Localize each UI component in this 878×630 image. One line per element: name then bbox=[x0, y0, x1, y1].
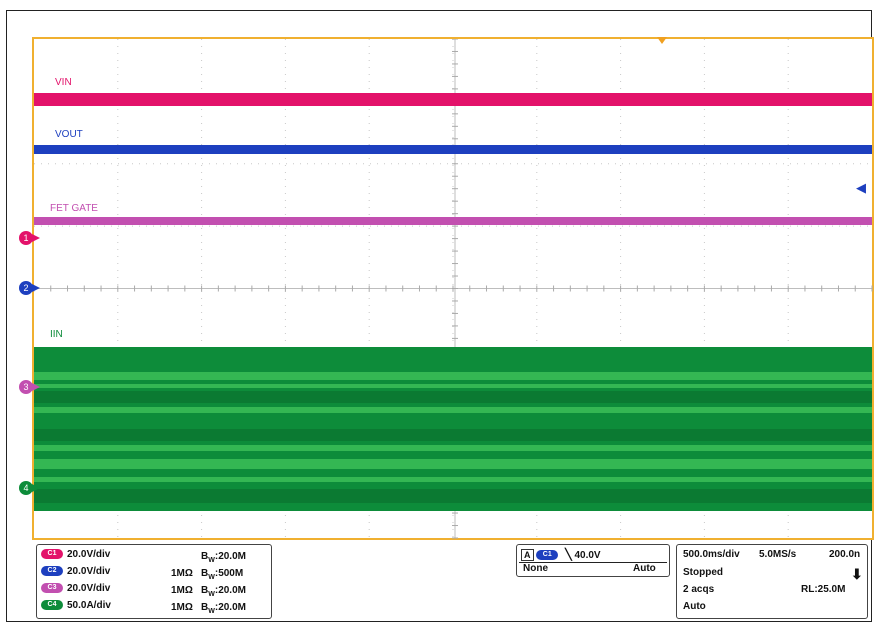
timebase-panel[interactable]: 500.0ms/div 5.0MS/s 200.0n Stopped ⬇ 2 a… bbox=[676, 544, 868, 619]
trigger-mode: Auto bbox=[633, 563, 656, 574]
run-state: Stopped bbox=[683, 567, 723, 578]
ch3-impedance: 1MΩ bbox=[171, 585, 193, 596]
ch3-scale: 20.0V/div bbox=[67, 583, 111, 594]
channel-row[interactable]: C4 50.0A/div bbox=[41, 599, 111, 613]
waveform-display bbox=[32, 37, 874, 540]
ch4-bandwidth: BW:20.0M bbox=[201, 602, 246, 615]
vin-trace bbox=[34, 93, 872, 106]
ch2-chip: C2 bbox=[41, 566, 63, 577]
stop-arrow-icon: ⬇ bbox=[851, 566, 863, 582]
channel-row[interactable]: C3 20.0V/div bbox=[41, 582, 110, 596]
channel-row[interactable]: C2 20.0V/div bbox=[41, 565, 110, 579]
ch4-impedance: 1MΩ bbox=[171, 602, 193, 613]
fet-gate-trace bbox=[34, 217, 872, 225]
trigger-level-arrow-icon: ◀ bbox=[856, 180, 866, 195]
vin-label: VIN bbox=[55, 77, 72, 88]
iin-ripple-band bbox=[34, 477, 872, 482]
iin-ripple-band bbox=[34, 489, 872, 503]
ch4-chip: C4 bbox=[41, 600, 63, 611]
ch4-ground-marker[interactable]: 4 bbox=[19, 481, 40, 495]
falling-edge-icon: ╲ bbox=[565, 549, 572, 561]
channel-row[interactable]: C1 20.0V/div bbox=[41, 548, 110, 562]
vout-label: VOUT bbox=[55, 129, 83, 140]
ch1-bandwidth: BW:20.0M bbox=[201, 551, 246, 564]
trigger-source: A bbox=[521, 549, 534, 561]
vout-trace bbox=[34, 145, 872, 154]
ch3-ground-marker[interactable]: 3 bbox=[19, 380, 40, 394]
iin-ripple-band bbox=[34, 391, 872, 403]
record-length: RL:25.0M bbox=[801, 584, 846, 595]
ch2-scale: 20.0V/div bbox=[67, 566, 111, 577]
fet-gate-label: FET GATE bbox=[50, 203, 98, 214]
ch3-bandwidth: BW:20.0M bbox=[201, 585, 246, 598]
ch2-ground-marker[interactable]: 2 bbox=[19, 281, 40, 295]
iin-ripple-band bbox=[34, 459, 872, 469]
iin-ripple-band bbox=[34, 445, 872, 451]
ch1-chip: C1 bbox=[41, 549, 63, 560]
trigger-channel-chip: C1 bbox=[536, 550, 559, 561]
ch2-bandwidth: BW:500M bbox=[201, 568, 244, 581]
sample-rate: 5.0MS/s bbox=[759, 549, 797, 560]
iin-ripple-band bbox=[34, 372, 872, 380]
graticule bbox=[34, 39, 873, 539]
iin-ripple-band bbox=[34, 429, 872, 441]
iin-ripple-band bbox=[34, 384, 872, 388]
ch2-impedance: 1MΩ bbox=[171, 568, 193, 579]
acquisition-mode: Auto bbox=[683, 601, 706, 612]
ch1-scale: 20.0V/div bbox=[67, 549, 111, 560]
trigger-panel[interactable]: A C1 ╲ 40.0V None Auto bbox=[516, 544, 670, 577]
ch3-chip: C3 bbox=[41, 583, 63, 594]
channel-settings-panel: C1 20.0V/div C2 20.0V/div C3 20.0V/div C4 50… bbox=[36, 544, 272, 619]
trigger-position-marker[interactable] bbox=[657, 37, 667, 44]
iin-ripple-band bbox=[34, 407, 872, 413]
time-per-division: 500.0ms/div bbox=[683, 549, 740, 560]
resolution: 200.0n bbox=[829, 549, 861, 560]
trigger-level: 40.0V bbox=[574, 550, 601, 561]
ch1-ground-marker[interactable]: 1 bbox=[19, 231, 40, 245]
acquisition-count: 2 acqs bbox=[683, 584, 715, 595]
ch4-scale: 50.0A/div bbox=[67, 600, 111, 611]
iin-label: IIN bbox=[50, 329, 63, 340]
trigger-coupling: None bbox=[523, 563, 548, 574]
